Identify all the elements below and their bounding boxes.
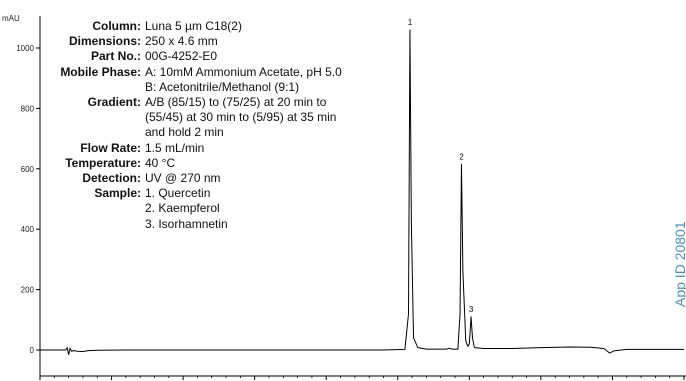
- y-unit-label: mAU: [2, 14, 20, 23]
- y-tick-label: 400: [21, 225, 35, 234]
- condition-row: (55/45) at 30 min to (5/95) at 35 min: [40, 110, 420, 125]
- condition-value: UV @ 270 nm: [145, 171, 221, 186]
- condition-value: and hold 2 min: [145, 125, 224, 140]
- condition-row: and hold 2 min: [40, 125, 420, 140]
- app-id-label: App ID 20801: [672, 221, 686, 307]
- condition-value: (55/45) at 30 min to (5/95) at 35 min: [145, 110, 337, 125]
- condition-value: 40 °C: [145, 155, 176, 170]
- condition-row: Flow Rate: 1.5 mL/min: [40, 141, 420, 156]
- peak-label-3: 3: [469, 305, 474, 314]
- trace-layer: [40, 29, 684, 356]
- method-conditions-block: Column: Luna 5 µm C18(2) Dimensions: 250 x …: [40, 19, 420, 232]
- condition-row: Column: Luna 5 µm C18(2): [40, 19, 420, 34]
- condition-key: Flow Rate:: [80, 140, 141, 155]
- axes: mAU020040060080010000510152025303540min: [2, 14, 686, 381]
- condition-key: Dimensions:: [68, 34, 141, 49]
- condition-key: Gradient:: [87, 95, 141, 110]
- condition-key: [40, 201, 145, 216]
- condition-key: [40, 217, 145, 232]
- y-tick-label: 800: [21, 104, 35, 113]
- condition-key: Column:: [92, 19, 141, 33]
- y-tick-label: 600: [21, 165, 35, 174]
- condition-value: Luna 5 µm C18(2): [145, 19, 242, 33]
- condition-key: Mobile Phase:: [60, 64, 141, 79]
- condition-value: 250 x 4.6 mm: [145, 34, 218, 49]
- peak-labels: 1 2 3: [408, 18, 474, 314]
- condition-key: Part No.:: [90, 49, 141, 64]
- condition-value: 1. Quercetin: [145, 186, 211, 201]
- condition-row: Part No.: 00G-4252-E0: [40, 49, 420, 64]
- peak-label-1: 1: [408, 18, 413, 27]
- peak-label-2: 2: [459, 152, 464, 161]
- condition-key: Detection:: [82, 171, 141, 186]
- condition-row: B: Acetonitrile/Methanol (9:1): [40, 80, 420, 95]
- condition-row: 3. Isorhamnetin: [40, 217, 420, 232]
- condition-value: 3. Isorhamnetin: [145, 216, 228, 231]
- condition-row: Temperature: 40 °C: [40, 156, 420, 171]
- condition-value: 00G-4252-E0: [145, 49, 218, 64]
- condition-value: 2. Kaempferol: [145, 201, 220, 216]
- condition-row: Gradient: A/B (85/15) to (75/25) at 20 mi…: [40, 95, 420, 110]
- condition-key: [40, 110, 145, 125]
- y-tick-label: 0: [30, 346, 35, 355]
- condition-row: 2. Kaempferol: [40, 201, 420, 216]
- condition-key: [40, 80, 145, 95]
- condition-key: Sample:: [94, 186, 141, 201]
- condition-value: A/B (85/15) to (75/25) at 20 min to: [145, 95, 327, 110]
- condition-row: Mobile Phase: A: 10mM Ammonium Acetate, p…: [40, 65, 420, 80]
- y-tick-label: 1000: [16, 44, 34, 53]
- y-tick-label: 200: [21, 286, 35, 295]
- condition-value: B: Acetonitrile/Methanol (9:1): [145, 79, 300, 94]
- condition-key: Temperature:: [65, 155, 141, 170]
- condition-row: Dimensions: 250 x 4.6 mm: [40, 34, 420, 49]
- condition-value: A: 10mM Ammonium Acetate, pH 5.0: [145, 64, 342, 79]
- condition-row: Detection: UV @ 270 nm: [40, 171, 420, 186]
- condition-row: Sample: 1. Quercetin: [40, 186, 420, 201]
- condition-key: [40, 125, 145, 140]
- condition-value: 1.5 mL/min: [145, 140, 205, 155]
- chromatogram-trace: [40, 29, 684, 356]
